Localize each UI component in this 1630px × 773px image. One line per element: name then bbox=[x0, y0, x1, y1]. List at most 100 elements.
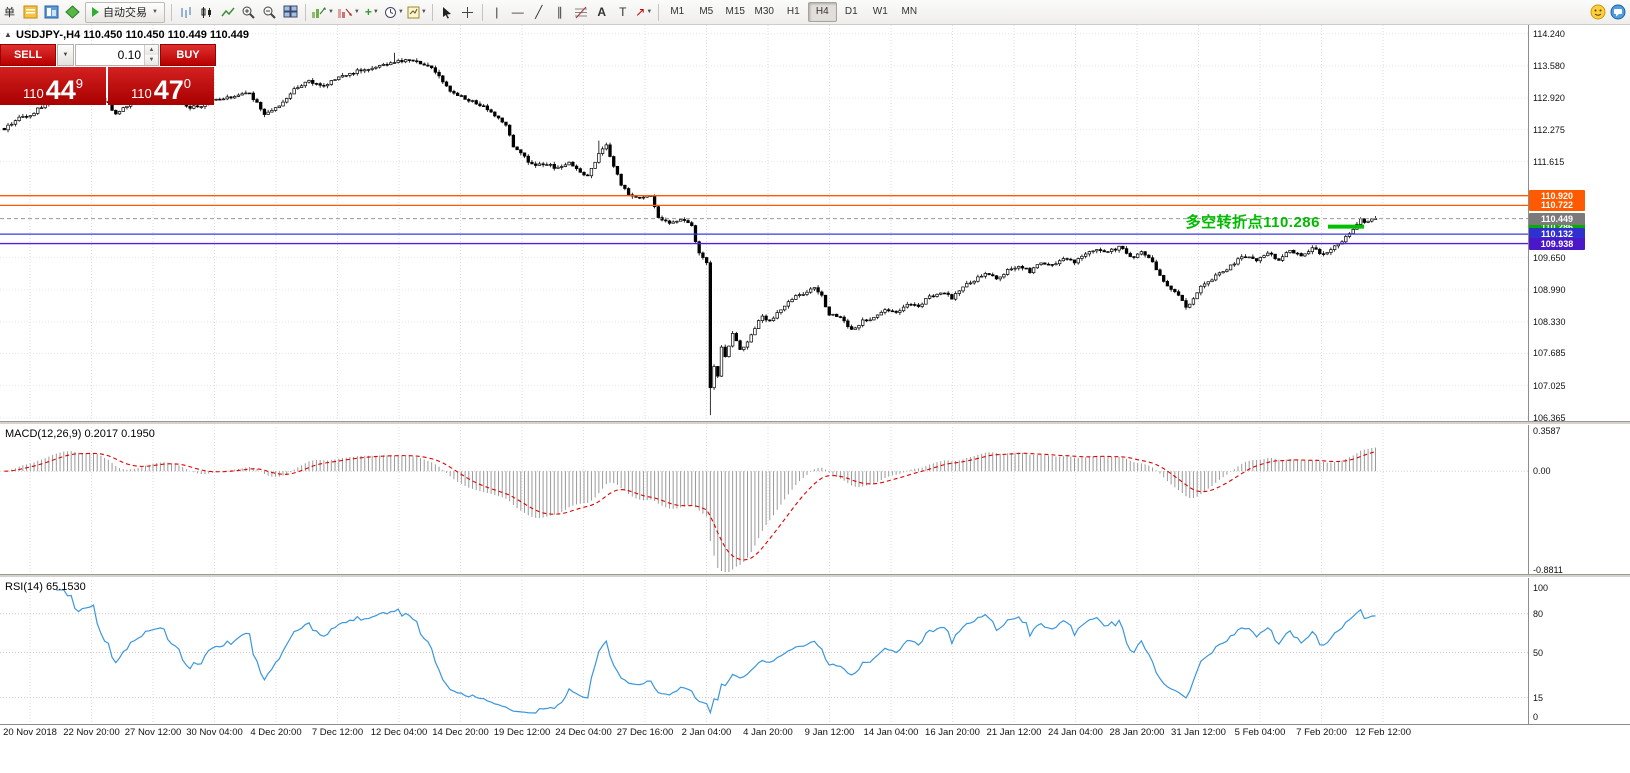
zoom-out-icon[interactable] bbox=[260, 3, 280, 22]
indicators-icon[interactable]: + ▼ bbox=[364, 5, 379, 19]
volume-field[interactable]: 0.10 ▲ ▼ bbox=[75, 44, 159, 66]
volume-value[interactable]: 0.10 bbox=[117, 48, 141, 62]
y-axis-label: 106.365 bbox=[1533, 412, 1566, 423]
x-axis-label: 21 Jan 12:00 bbox=[986, 727, 1042, 738]
zoom-in-icon[interactable] bbox=[239, 3, 259, 22]
x-axis-label: 4 Dec 20:00 bbox=[250, 727, 302, 738]
one-click-trading-panel: SELL ▼ 0.10 ▲ ▼ BUY 110 44 9 110 47 0 bbox=[0, 44, 216, 105]
market-watch-icon[interactable] bbox=[41, 3, 61, 22]
sell-button[interactable]: SELL bbox=[0, 44, 56, 66]
vertical-line-icon[interactable]: | bbox=[495, 5, 499, 19]
autotrading-label: 自动交易 bbox=[103, 7, 147, 19]
x-axis-label: 7 Feb 20:00 bbox=[1296, 727, 1347, 738]
y-axis-label: 109.650 bbox=[1533, 252, 1566, 263]
timeframe-h1[interactable]: H1 bbox=[786, 6, 800, 17]
volume-down-icon[interactable]: ▼ bbox=[145, 55, 158, 65]
panel-separator-rsi[interactable] bbox=[0, 574, 1630, 578]
y-axis-label: 108.330 bbox=[1533, 317, 1566, 327]
sell-price-box[interactable]: 110 44 9 bbox=[0, 67, 106, 105]
x-axis-label: 14 Dec 20:00 bbox=[432, 727, 489, 738]
bar-chart-icon[interactable] bbox=[176, 3, 196, 22]
x-axis-label: 5 Feb 04:00 bbox=[1234, 727, 1286, 738]
x-axis-label: 24 Jan 04:00 bbox=[1048, 727, 1103, 738]
y-axis-label: 114.240 bbox=[1533, 28, 1565, 39]
volume-up-icon[interactable]: ▲ bbox=[145, 45, 158, 55]
chevron-down-icon: ▼ bbox=[152, 9, 158, 15]
periods-icon[interactable]: ▼ bbox=[383, 3, 405, 22]
x-axis-label: 12 Feb 12:00 bbox=[1355, 727, 1411, 738]
candlestick-chart-icon[interactable] bbox=[197, 3, 217, 22]
menu-text[interactable]: 单 bbox=[4, 7, 15, 19]
x-axis-label: 19 Dec 12:00 bbox=[493, 727, 551, 738]
y-axis-label: 112.275 bbox=[1533, 124, 1565, 135]
chevron-down-icon: ▼ bbox=[327, 9, 334, 15]
timeframe-m5[interactable]: M5 bbox=[699, 6, 714, 17]
toolbar-separator bbox=[657, 3, 659, 21]
new-order-icon[interactable] bbox=[20, 3, 40, 22]
sell-price-prefix: 110 bbox=[22, 86, 44, 101]
templates-icon[interactable]: ▼ bbox=[406, 3, 428, 22]
timeframe-mn[interactable]: MN bbox=[901, 6, 918, 17]
x-axis-label: 2 Jan 04:00 bbox=[681, 727, 732, 738]
autotrading-button[interactable]: 自动交易 ▼ bbox=[85, 1, 165, 23]
rsi-label: RSI(14) 65.1530 bbox=[5, 581, 86, 593]
panel-separator-macd[interactable] bbox=[0, 421, 1630, 425]
price-tag: 110.449 bbox=[1529, 212, 1585, 225]
macd-axis-label: 0.3587 bbox=[1533, 426, 1561, 436]
chevron-down-icon: ▼ bbox=[372, 9, 379, 15]
chat-icon[interactable] bbox=[1610, 4, 1626, 20]
rsi-axis-label: 80 bbox=[1533, 608, 1544, 619]
chevron-down-icon: ▼ bbox=[397, 9, 404, 15]
trendline-icon[interactable]: ╱ bbox=[535, 5, 543, 19]
toolbar-separator bbox=[431, 3, 433, 21]
timeframe-m1[interactable]: M1 bbox=[670, 6, 685, 17]
timeframe-m30[interactable]: M30 bbox=[754, 6, 774, 17]
horizontal-line-icon[interactable]: — bbox=[511, 5, 524, 19]
x-axis-label: 7 Dec 12:00 bbox=[311, 727, 364, 738]
sell-price-main: 44 bbox=[45, 75, 76, 106]
y-axis-label: 112.920 bbox=[1533, 93, 1565, 104]
timeframe-group: M1 M5 M15 M30 H1 H4 D1 W1 MN bbox=[663, 2, 924, 22]
loss-chart-icon[interactable]: ▼ bbox=[336, 3, 361, 22]
timeframe-d1[interactable]: D1 bbox=[844, 6, 858, 17]
sell-price-sup: 9 bbox=[75, 76, 83, 91]
crosshair-icon[interactable] bbox=[458, 3, 478, 22]
x-axis-label: 22 Nov 20:00 bbox=[63, 727, 120, 738]
x-axis-label: 27 Nov 12:00 bbox=[124, 727, 182, 738]
trade-options-dropdown[interactable]: ▼ bbox=[57, 44, 74, 66]
timeframe-w1[interactable]: W1 bbox=[872, 6, 888, 17]
tile-windows-icon[interactable] bbox=[281, 3, 301, 22]
x-axis-label: 27 Dec 16:00 bbox=[616, 727, 674, 738]
rsi-axis-label: 0 bbox=[1533, 712, 1539, 722]
x-axis-label: 12 Dec 04:00 bbox=[370, 727, 428, 738]
metaeditor-icon[interactable] bbox=[62, 3, 82, 22]
chart-window-icon: ▲ bbox=[4, 30, 12, 39]
rsi-axis-label: 50 bbox=[1533, 647, 1544, 658]
community-icon[interactable] bbox=[1590, 4, 1606, 20]
channel-icon[interactable]: ∥ bbox=[556, 5, 563, 19]
text-icon[interactable]: A bbox=[597, 5, 607, 19]
toolbar-separator bbox=[481, 3, 483, 21]
toolbar: 单 自动交易 ▼ bbox=[0, 0, 1630, 25]
fibonacci-icon[interactable] bbox=[571, 3, 591, 22]
arrows-icon[interactable]: ↗ ▼ bbox=[635, 5, 653, 19]
chevron-down-icon: ▼ bbox=[420, 9, 427, 15]
x-axis-label: 4 Jan 20:00 bbox=[743, 727, 793, 738]
line-chart-icon[interactable] bbox=[218, 3, 238, 22]
cursor-icon[interactable] bbox=[437, 3, 457, 22]
timeframe-h4[interactable]: H4 bbox=[807, 2, 837, 22]
buy-price-main: 47 bbox=[153, 75, 184, 106]
time-axis[interactable] bbox=[0, 724, 1630, 742]
timeframe-m15[interactable]: M15 bbox=[725, 6, 745, 17]
profit-chart-icon[interactable]: ▼ bbox=[310, 3, 335, 22]
toolbar-separator bbox=[170, 3, 172, 21]
x-axis-label: 28 Jan 20:00 bbox=[1109, 727, 1165, 738]
text-label-icon[interactable]: T bbox=[619, 5, 627, 19]
y-axis-label: 111.615 bbox=[1533, 156, 1565, 167]
buy-price-box[interactable]: 110 47 0 bbox=[108, 67, 214, 105]
buy-button[interactable]: BUY bbox=[160, 44, 216, 66]
volume-stepper[interactable]: ▲ ▼ bbox=[144, 45, 158, 65]
toolbar-separator bbox=[304, 3, 306, 21]
